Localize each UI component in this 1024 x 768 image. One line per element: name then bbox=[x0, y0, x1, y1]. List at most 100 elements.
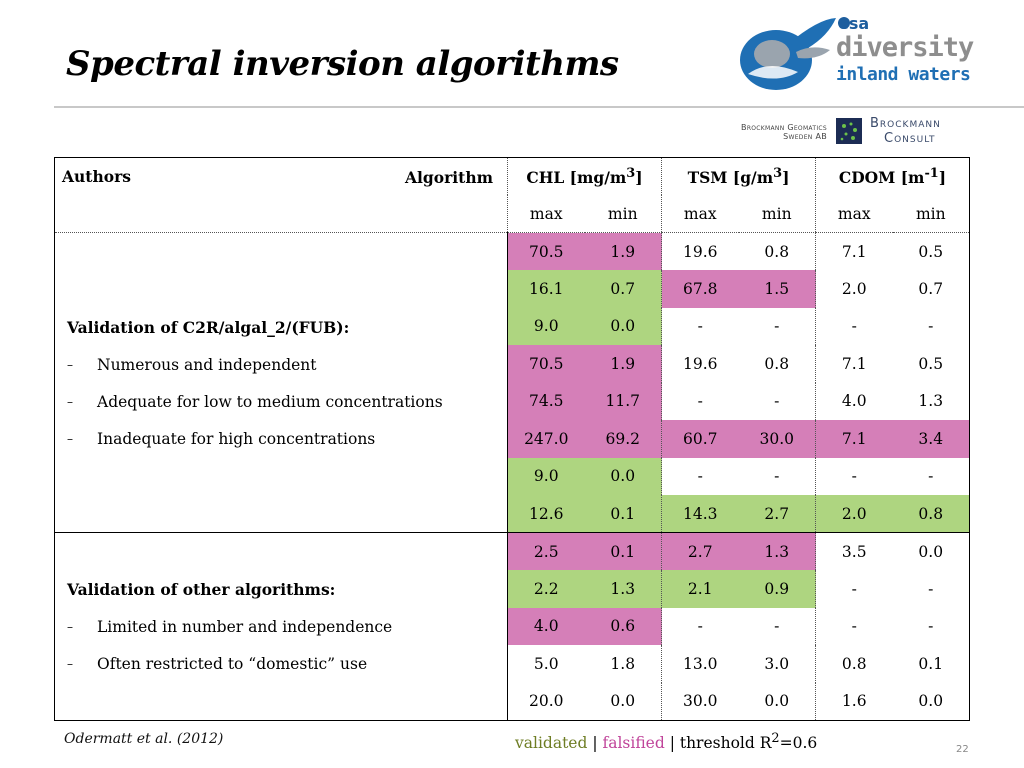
table-cell: 14.3 bbox=[661, 495, 739, 533]
table-cell: 2.7 bbox=[738, 495, 816, 533]
chl-min-header: min bbox=[584, 195, 662, 233]
table-cell: 11.7 bbox=[584, 382, 662, 420]
list-item: – Often restricted to “domestic” use bbox=[67, 655, 507, 673]
table-cell: 69.2 bbox=[584, 420, 662, 458]
table-cell: 7.1 bbox=[815, 232, 893, 270]
table-row: Validation of C2R/algal_2/(FUB): – Numero… bbox=[55, 232, 970, 448]
chl-close: ] bbox=[635, 168, 643, 188]
table-row: 20.0 0.0 30.0 0.0 1.6 0.0 bbox=[55, 682, 970, 720]
cdom-max-header: max bbox=[815, 195, 893, 233]
table-subheader-row: max min max min max min bbox=[54, 195, 970, 233]
table-cell: 0.0 bbox=[584, 457, 662, 495]
tsm-label: TSM [g/m bbox=[687, 168, 774, 188]
table-cell: - bbox=[815, 457, 893, 495]
table-cell: 247.0 bbox=[507, 420, 585, 458]
table-cell: 0.8 bbox=[764, 354, 790, 373]
table-cell: 2.1 bbox=[661, 570, 739, 608]
table-cell: 0.5 bbox=[918, 242, 944, 261]
table-cell: 7.1 bbox=[815, 420, 893, 458]
table-cell: 74.5 bbox=[507, 382, 585, 420]
table-cell: 2.0 bbox=[815, 495, 893, 533]
page-number: 22 bbox=[956, 744, 969, 755]
table-cell: 1.3 bbox=[738, 532, 816, 570]
table-cell: - bbox=[774, 392, 780, 411]
table-cell: 9.0 bbox=[507, 457, 585, 495]
table-row: 74.5 11.7 - - 4.0 1.3 bbox=[55, 382, 970, 420]
legend-falsified: falsified bbox=[602, 734, 665, 753]
table-cell: 2.2 bbox=[507, 570, 585, 608]
section1-description: Validation of C2R/algal_2/(FUB): – Numero… bbox=[55, 233, 508, 533]
table-row: 9.0 0.0 - - - - bbox=[55, 307, 970, 345]
table-cell: 0.6 bbox=[584, 607, 662, 645]
table-cell: - bbox=[661, 457, 739, 495]
table-cell: 9.0 bbox=[507, 307, 585, 345]
citation-footnote: Odermatt et al. (2012) bbox=[64, 731, 224, 747]
table-cell: 7.1 bbox=[815, 345, 893, 383]
table-cell: - bbox=[815, 570, 893, 608]
algorithm-label: Algorithm bbox=[405, 168, 493, 187]
legend-threshold: | threshold R bbox=[664, 734, 772, 753]
bullet-dash: – bbox=[67, 656, 73, 671]
table-cell: - bbox=[815, 307, 893, 345]
legend-validated: validated bbox=[515, 734, 588, 753]
table-cell: 1.8 bbox=[610, 654, 636, 673]
brockmann-geomatics-line2: Sweden AB bbox=[783, 132, 827, 141]
table-cell: 30.0 bbox=[738, 420, 816, 458]
table-cell: 0.0 bbox=[764, 692, 790, 710]
brockmann-consult-line1: Brockmann bbox=[870, 116, 941, 131]
chl-label: CHL [mg/m bbox=[526, 168, 627, 188]
table-cell: 70.5 bbox=[507, 232, 585, 270]
table-cell: 60.7 bbox=[661, 420, 739, 458]
table-cell: 0.0 bbox=[584, 307, 662, 345]
tsm-min-header: min bbox=[738, 195, 816, 233]
chl-sup: 3 bbox=[626, 165, 636, 181]
table-cell: 0.1 bbox=[584, 495, 662, 533]
table-row: 2.2 1.3 2.1 0.9 - - bbox=[55, 570, 970, 608]
table-cell: - bbox=[774, 467, 780, 486]
table-cell: 0.5 bbox=[918, 354, 944, 373]
cdom-header: CDOM [m-1] bbox=[814, 157, 970, 195]
chl-max-header: max bbox=[507, 195, 585, 233]
table-cell: 0.0 bbox=[610, 692, 636, 710]
table-cell: 5.0 bbox=[507, 645, 585, 683]
table-row: 70.5 1.9 19.6 0.8 7.1 0.5 bbox=[55, 345, 970, 383]
list-item: – Adequate for low to medium concentratio… bbox=[67, 393, 507, 411]
table-row: Validation of other algorithms: – Limited… bbox=[54, 532, 970, 720]
table-cell: 1.3 bbox=[918, 392, 944, 411]
table-cell: 2.5 bbox=[507, 532, 585, 570]
table-cell: 0.8 bbox=[815, 645, 893, 683]
table-cell: - bbox=[928, 317, 934, 336]
table-cell: 19.6 bbox=[661, 232, 739, 270]
bullet-dash: – bbox=[67, 431, 73, 446]
table-cell: 0.0 bbox=[918, 692, 944, 710]
tsm-sup: 3 bbox=[773, 165, 783, 181]
table-cell: - bbox=[774, 317, 780, 336]
table-row: 12.6 0.1 14.3 2.7 2.0 0.8 bbox=[55, 495, 970, 533]
chl-header: CHL [mg/m3] bbox=[507, 157, 662, 195]
bullet-dash: – bbox=[67, 619, 73, 634]
table-cell: 1.5 bbox=[738, 270, 816, 308]
brockmann-geomatics-line1: Brockmann Geomatics bbox=[741, 123, 827, 132]
brockmann-consult-logo: Brockmann Consult bbox=[870, 116, 941, 146]
table-cell: 0.8 bbox=[764, 242, 790, 261]
table-cell: 0.9 bbox=[738, 570, 816, 608]
subheader-empty bbox=[54, 195, 508, 233]
slide-title: Spectral inversion algorithms bbox=[66, 44, 619, 84]
authors-label: Authors bbox=[62, 167, 131, 186]
cdom-min-header: min bbox=[892, 195, 970, 233]
bullet-text: Limited in number and independence bbox=[97, 617, 393, 636]
table-cell: 0.8 bbox=[892, 495, 970, 533]
table-cell: 2.7 bbox=[661, 532, 739, 570]
table-cell: 70.5 bbox=[507, 345, 585, 383]
bullet-dash: – bbox=[67, 394, 73, 409]
legend-threshold-sup: 2 bbox=[771, 731, 780, 746]
table-cell: 30.0 bbox=[661, 682, 739, 720]
algorithm-table: Authors Algorithm CHL [mg/m3] TSM [g/m3]… bbox=[54, 157, 971, 721]
table-row: 5.0 1.8 13.0 3.0 0.8 0.1 bbox=[55, 645, 970, 683]
table-cell: 4.0 bbox=[507, 607, 585, 645]
diversity-label: diversity bbox=[836, 32, 974, 63]
list-item: – Inadequate for high concentrations bbox=[67, 430, 507, 448]
section2-title: Validation of other algorithms: bbox=[67, 579, 336, 599]
table-cell: - bbox=[774, 617, 780, 636]
color-legend: validated | falsified | threshold R2=0.6 bbox=[515, 731, 817, 752]
